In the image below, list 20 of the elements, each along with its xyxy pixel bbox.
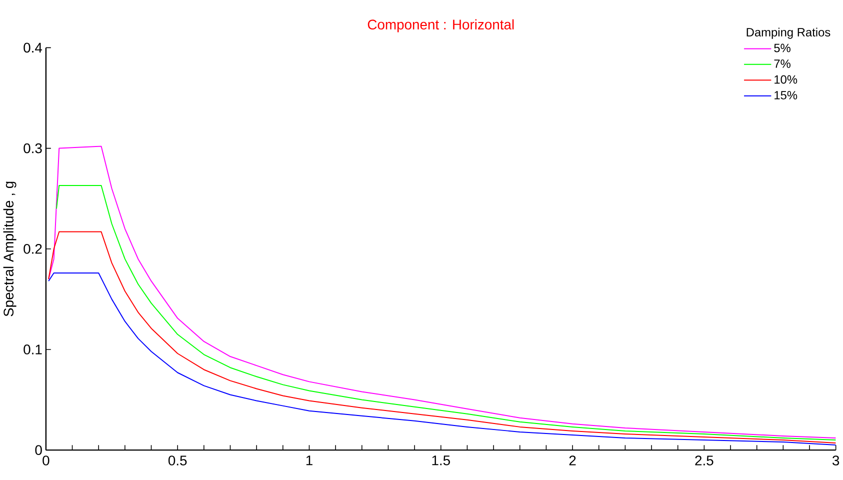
x-tick-label: 1 [306, 456, 312, 466]
y-tick-label: 0.4 [24, 42, 42, 53]
x-tick-label: 0.5 [168, 456, 187, 466]
x-tick-label: 2 [569, 456, 576, 466]
x-tick-label: 0 [42, 456, 50, 466]
x-tick-label: 3 [832, 456, 840, 466]
y-tick-label: 0.2 [24, 244, 42, 254]
x-tick-label: 2.5 [695, 456, 714, 466]
y-axis-title: Spectral Amplitude , g [3, 182, 16, 316]
y-tick-label: 0.1 [24, 344, 42, 354]
y-tick-label: 0 [35, 445, 42, 456]
legend-label: 15% [774, 91, 798, 100]
chart-title: Component : Horizontal [368, 19, 514, 32]
legend-label: 5% [774, 44, 790, 52]
legend-title: Damping Ratios [746, 28, 830, 39]
x-tick-label: 1.5 [432, 456, 450, 466]
line-series [48, 272, 836, 446]
legend-label: 10% [774, 75, 798, 84]
y-tick-label: 0.3 [24, 143, 42, 154]
legend-label: 7% [774, 60, 790, 68]
